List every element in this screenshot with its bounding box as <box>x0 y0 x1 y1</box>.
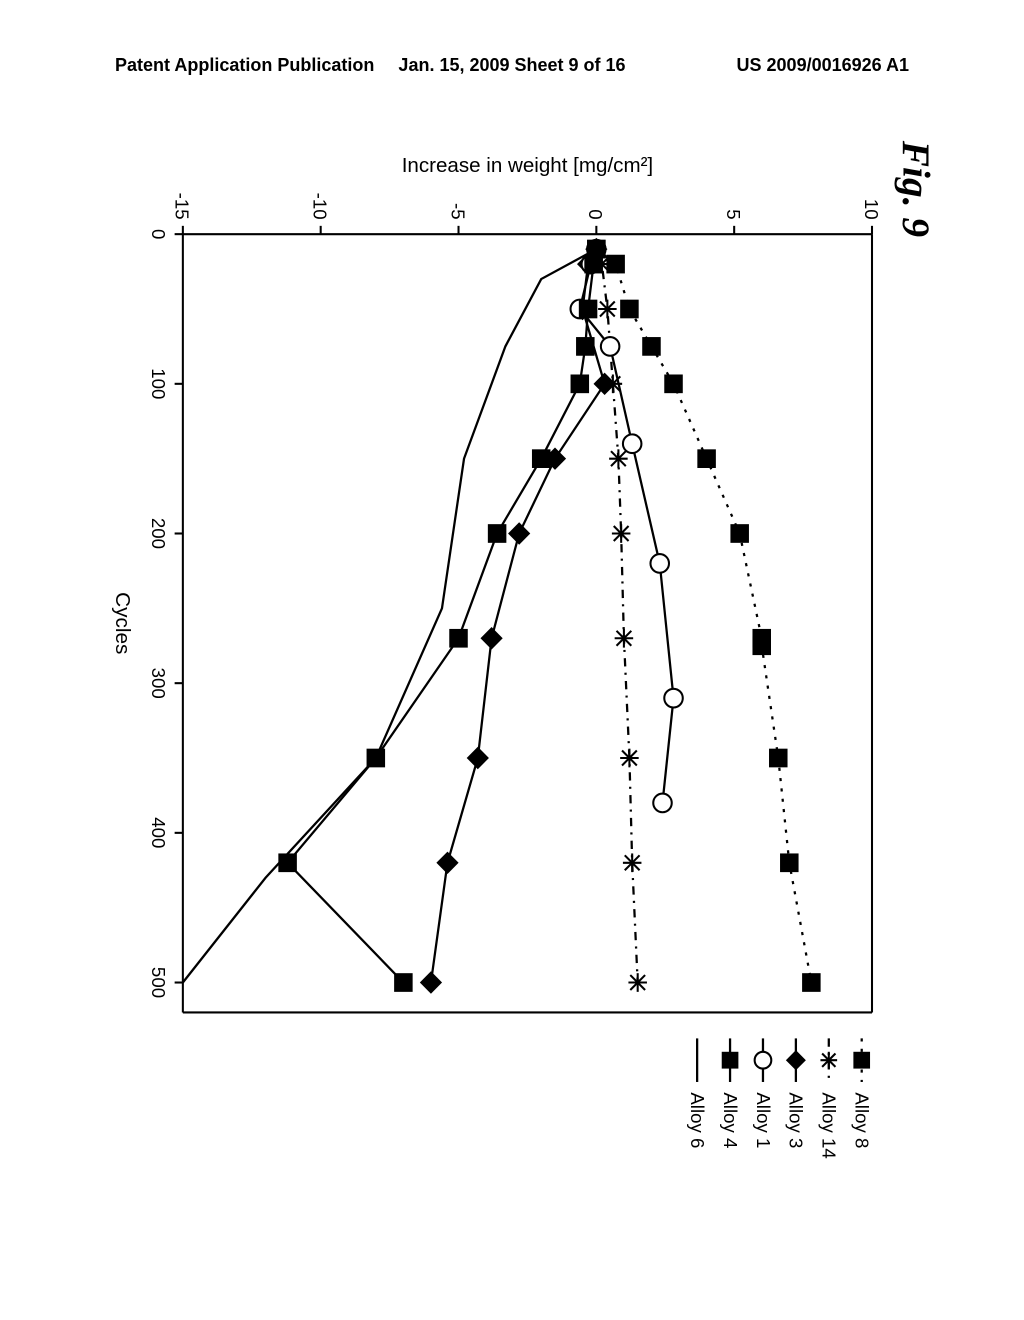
svg-text:Increase in weight [mg/cm²]: Increase in weight [mg/cm²] <box>402 154 653 177</box>
figure-label: Fig. 9 <box>894 140 937 237</box>
svg-text:400: 400 <box>148 817 169 848</box>
legend-label: Alloy 1 <box>753 1092 774 1148</box>
svg-text:500: 500 <box>148 967 169 998</box>
svg-text:5: 5 <box>723 209 744 219</box>
svg-text:0: 0 <box>148 229 169 239</box>
svg-text:-10: -10 <box>310 193 331 220</box>
series-line <box>596 249 637 982</box>
svg-text:100: 100 <box>148 368 169 399</box>
legend-label: Alloy 8 <box>852 1092 873 1148</box>
svg-text:10: 10 <box>861 199 882 220</box>
header-right: US 2009/0016926 A1 <box>737 55 909 76</box>
svg-text:-5: -5 <box>447 203 468 220</box>
series-line <box>288 249 597 982</box>
chart-svg: Fig. 9-15-10-505100100200300400500Cycles… <box>80 120 944 1220</box>
svg-text:200: 200 <box>148 518 169 549</box>
legend-label: Alloy 14 <box>819 1092 840 1158</box>
legend-label: Alloy 3 <box>786 1092 807 1148</box>
svg-text:Cycles: Cycles <box>111 592 134 654</box>
series-line <box>596 249 811 982</box>
svg-text:-15: -15 <box>172 193 193 220</box>
series-line <box>183 249 596 982</box>
svg-text:0: 0 <box>585 209 606 219</box>
legend-label: Alloy 4 <box>720 1092 741 1148</box>
header-center: Jan. 15, 2009 Sheet 9 of 16 <box>398 55 625 76</box>
series-line <box>431 249 605 982</box>
legend-label: Alloy 6 <box>687 1092 708 1148</box>
header-left: Patent Application Publication <box>115 55 374 76</box>
chart-container: Fig. 9-15-10-505100100200300400500Cycles… <box>80 120 944 1220</box>
svg-text:300: 300 <box>148 668 169 699</box>
